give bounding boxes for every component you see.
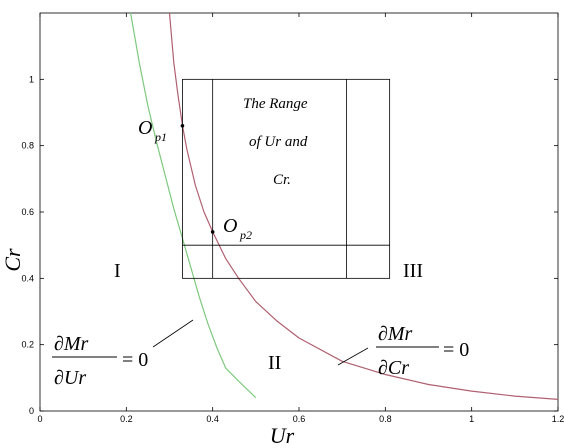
region-label-3: III <box>403 260 423 282</box>
equation-1-leader-line <box>152 319 194 348</box>
svg-text:∂Mr: ∂Mr <box>378 323 413 345</box>
range-box <box>182 78 391 279</box>
y-tick-label-4: 0.8 <box>21 141 34 151</box>
range-box-outline <box>182 78 391 279</box>
svg-text:∂Ur: ∂Ur <box>54 367 86 389</box>
y-tick-label-3: 0.6 <box>21 207 34 217</box>
series-line-1 <box>168 12 559 400</box>
axis-ticks: 0 0.2 0.4 0.6 0.8 1 1.2 0 0.2 0.4 0.6 0.8 1 <box>21 13 564 424</box>
range-box-text-line-3: Cr. <box>273 172 291 188</box>
region-label-1: I <box>114 260 121 282</box>
series-line-0 <box>130 12 257 399</box>
svg-text:p2: p2 <box>239 228 252 242</box>
svg-text:∂Cr: ∂Cr <box>378 357 409 379</box>
equation-dmr-dur: ∂Mr ∂Ur = 0 <box>52 333 148 389</box>
y-tick-label-1: 0.2 <box>21 340 34 350</box>
range-box-text-line-2: of Ur and <box>249 134 308 150</box>
svg-text:= 0: = 0 <box>443 339 469 361</box>
svg-text:O: O <box>223 215 237 237</box>
x-tick-label-4: 0.8 <box>379 414 392 424</box>
range-box-text-line-1: The Range <box>243 96 308 112</box>
point-label-op2: O p2 <box>223 215 252 242</box>
x-tick-label-6: 1.2 <box>552 414 564 424</box>
svg-text:O: O <box>138 117 152 139</box>
x-tick-label-3: 0.6 <box>293 414 306 424</box>
svg-text:∂Mr: ∂Mr <box>54 333 89 355</box>
y-tick-label-0: 0 <box>29 406 34 416</box>
y-tick-label-5: 1 <box>29 74 34 84</box>
region-label-2: II <box>268 352 281 374</box>
svg-text:p1: p1 <box>154 130 167 144</box>
x-tick-label-2: 0.4 <box>206 414 219 424</box>
y-tick-label-2: 0.4 <box>21 273 34 283</box>
plot-frame <box>39 12 559 412</box>
x-tick-label-0: 0 <box>37 414 42 424</box>
x-tick-label-1: 0.2 <box>120 414 133 424</box>
point-label-op1: O p1 <box>138 117 167 144</box>
svg-text:= 0: = 0 <box>122 349 148 371</box>
x-axis-title: Ur <box>270 423 295 448</box>
y-axis-title: Cr <box>0 248 25 272</box>
equation-dmr-dcr: ∂Mr ∂Cr = 0 <box>376 323 469 379</box>
series-group <box>130 12 559 400</box>
equation-2-leader-line <box>337 347 369 366</box>
x-tick-label-5: 1 <box>469 414 474 424</box>
